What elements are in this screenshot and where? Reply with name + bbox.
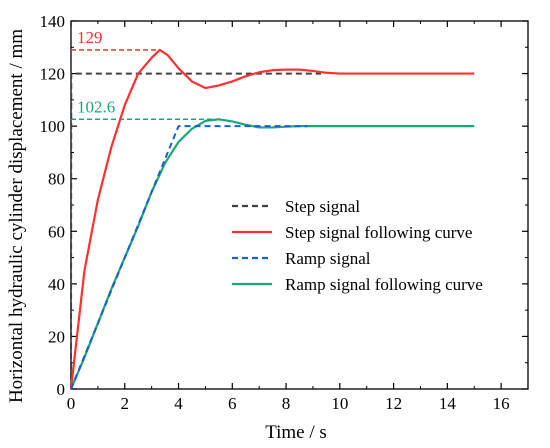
x-tick-label-2: 2 [121, 394, 130, 413]
x-tick-label-16: 16 [493, 394, 510, 413]
plot-area: 0 2 4 6 8 10 12 14 16 0 20 40 60 80 100 120 140 129 102.6 S… [40, 12, 529, 413]
annotation-label-1: 102.6 [77, 97, 115, 116]
y-tick-label-0: 0 [57, 380, 66, 399]
y-tick-label-20: 20 [48, 327, 65, 346]
series-line-2 [70, 125, 308, 390]
y-tick-label-100: 100 [40, 117, 66, 136]
series-line-3 [69, 118, 475, 390]
x-tick-label-10: 10 [331, 394, 348, 413]
x-tick-label-14: 14 [439, 394, 457, 413]
x-tick-label-8: 8 [282, 394, 291, 413]
x-axis-title: Time / s [265, 422, 327, 443]
legend-label-3: Ramp signal following curve [285, 275, 483, 294]
series-line-1 [69, 48, 475, 390]
y-tick-label-40: 40 [48, 275, 65, 294]
x-tick-label-6: 6 [228, 394, 237, 413]
y-tick-label-120: 120 [40, 65, 66, 84]
y-axis-title: Horizontal hydraulic cylinder displaceme… [6, 29, 27, 403]
legend-label-1: Step signal following curve [285, 223, 472, 242]
annotation-label-0: 129 [77, 28, 103, 47]
y-tick-label-60: 60 [48, 222, 65, 241]
series-line-0 [70, 72, 322, 390]
x-tick-label-12: 12 [385, 394, 402, 413]
x-tick-label-0: 0 [67, 394, 76, 413]
legend-label-0: Step signal [285, 197, 360, 216]
legend-label-2: Ramp signal [285, 249, 371, 268]
y-tick-label-140: 140 [40, 12, 66, 31]
x-tick-label-4: 4 [174, 394, 183, 413]
y-tick-label-80: 80 [48, 170, 65, 189]
